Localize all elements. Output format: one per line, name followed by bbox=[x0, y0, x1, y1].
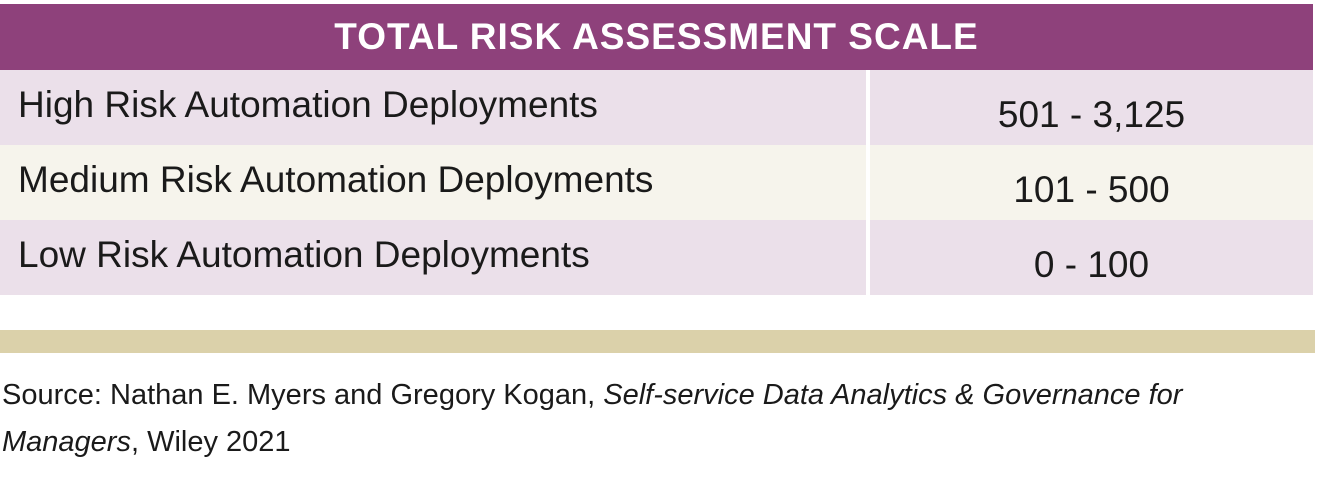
table-row: Medium Risk Automation Deployments 101 -… bbox=[0, 145, 1313, 220]
risk-level-label: Low Risk Automation Deployments bbox=[18, 233, 590, 275]
table-title: TOTAL RISK ASSESSMENT SCALE bbox=[0, 4, 1313, 70]
table-row: Low Risk Automation Deployments 0 - 100 bbox=[0, 220, 1313, 295]
source-citation: Source: Nathan E. Myers and Gregory Koga… bbox=[2, 372, 1322, 466]
risk-range: 0 - 100 bbox=[866, 220, 1313, 295]
source-suffix: , Wiley 2021 bbox=[130, 426, 291, 458]
divider-rule bbox=[0, 330, 1315, 353]
table-row: High Risk Automation Deployments 501 - 3… bbox=[0, 70, 1313, 145]
risk-range: 101 - 500 bbox=[866, 145, 1313, 220]
risk-level-label: High Risk Automation Deployments bbox=[18, 83, 598, 125]
source-book-title: Self-service Data Analytics & Governance… bbox=[2, 379, 1183, 458]
risk-range: 501 - 3,125 bbox=[866, 70, 1313, 145]
source-prefix: Source: Nathan E. Myers and Gregory Koga… bbox=[2, 379, 604, 411]
risk-scale-table: TOTAL RISK ASSESSMENT SCALE High Risk Au… bbox=[0, 4, 1313, 295]
risk-level-label: Medium Risk Automation Deployments bbox=[18, 158, 654, 200]
